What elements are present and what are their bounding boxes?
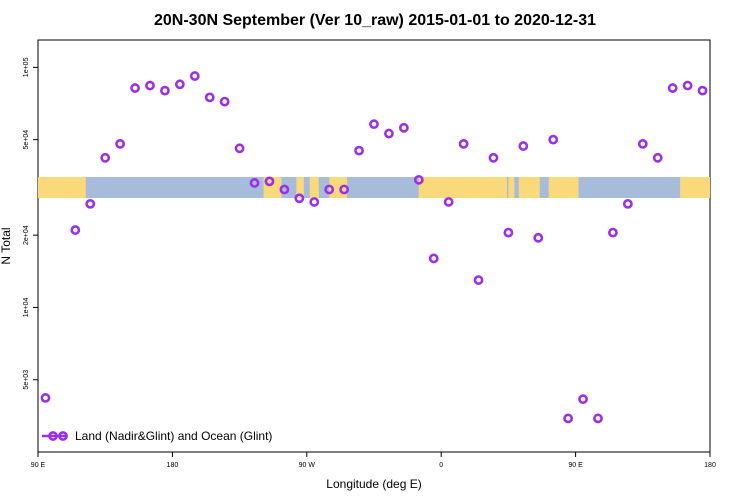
y-axis-title: N Total: [0, 227, 13, 264]
data-point: [189, 71, 200, 81]
y-axis: 5e+03 1e+04 2e+04 5e+04 1e+05: [23, 57, 38, 390]
data-point: [518, 141, 529, 151]
data-point: [384, 128, 394, 139]
data-point: [70, 225, 81, 235]
data-point: [40, 393, 51, 403]
data-point: [115, 138, 126, 149]
data-point: [204, 92, 215, 103]
data-point: [533, 232, 544, 243]
x-tick-label: 90 E: [568, 462, 583, 469]
map-land: [418, 177, 507, 198]
x-tick-label: 0: [439, 462, 443, 469]
data-point: [279, 184, 290, 195]
x-tick-label: 90 E: [31, 462, 46, 469]
data-point: [682, 80, 693, 91]
data-point: [548, 134, 559, 145]
map-land: [309, 177, 319, 198]
data-point: [608, 227, 618, 238]
data-point: [622, 198, 633, 209]
map-land: [508, 177, 515, 198]
data-point: [294, 193, 305, 204]
data-point: [234, 143, 245, 154]
x-tick-label: 180: [704, 462, 716, 469]
legend-marker: [48, 431, 58, 441]
chart-title: 20N-30N September (Ver 10_raw) 2015-01-0…: [154, 12, 596, 29]
data-point: [637, 138, 648, 149]
map-land: [548, 177, 579, 198]
map-land: [38, 177, 86, 198]
map-land: [518, 177, 540, 198]
data-point: [130, 83, 140, 93]
y-tick-label: 2e+04: [23, 225, 30, 245]
data-point: [413, 174, 424, 185]
y-tick-label: 5e+04: [23, 130, 30, 150]
x-axis-title: Longitude (deg E): [326, 477, 421, 491]
data-point: [85, 198, 96, 209]
data-point: [503, 227, 514, 238]
data-point: [398, 122, 409, 133]
data-point: [578, 394, 588, 405]
y-tick-label: 1e+04: [23, 298, 30, 318]
map-land: [680, 177, 710, 198]
y-tick-label: 5e+03: [23, 370, 30, 390]
data-point: [309, 197, 320, 207]
x-axis: 90 E 180 90 W 0 90 E 180: [31, 452, 716, 469]
legend: Land (Nadir&Glint) and Ocean (Glint): [42, 429, 272, 443]
data-point: [354, 145, 364, 156]
data-point: [369, 119, 379, 130]
y-tick-label: 1e+05: [23, 57, 30, 77]
data-point: [458, 138, 469, 149]
data-point: [593, 413, 603, 424]
map-ocean: [38, 177, 710, 198]
data-point: [443, 197, 454, 207]
data-point: [667, 83, 678, 93]
data-point: [145, 80, 155, 91]
x-tick-label: 90 W: [299, 462, 316, 469]
data-points: [40, 71, 708, 424]
data-point: [174, 79, 185, 90]
data-point: [697, 85, 708, 96]
map-land: [296, 177, 304, 198]
data-point: [219, 96, 230, 107]
map-band: [38, 177, 710, 198]
map-land: [263, 177, 282, 198]
data-point: [488, 152, 499, 163]
data-point: [264, 176, 275, 187]
data-point: [563, 413, 574, 424]
data-point: [652, 152, 663, 163]
plot-frame: [37, 39, 711, 453]
data-point: [249, 178, 260, 188]
legend-marker: [58, 431, 68, 441]
data-point: [160, 85, 170, 96]
x-tick-label: 180: [167, 462, 179, 469]
data-point: [339, 184, 350, 195]
data-point: [324, 184, 335, 195]
data-point: [428, 253, 439, 264]
legend-label: Land (Nadir&Glint) and Ocean (Glint): [75, 429, 272, 443]
data-point: [100, 152, 111, 163]
data-point: [473, 275, 484, 285]
